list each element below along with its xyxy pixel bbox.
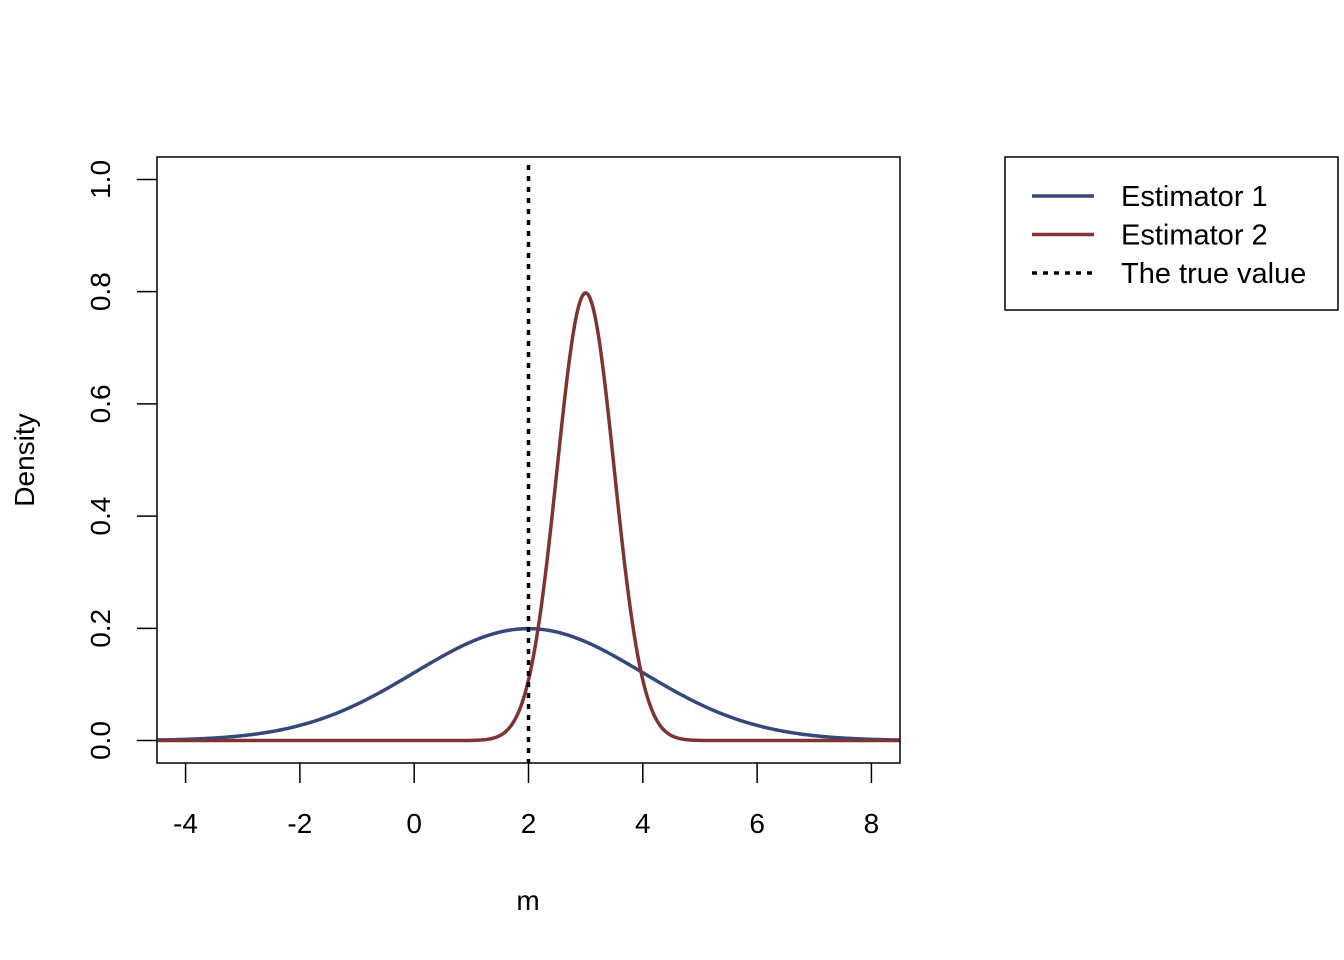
x-axis-title: m — [516, 885, 539, 916]
legend-label-3: The true value — [1121, 258, 1306, 290]
x-tick-label: 8 — [864, 808, 880, 839]
y-tick-label: 1.0 — [85, 160, 116, 199]
legend-label-1: Estimator 1 — [1121, 181, 1268, 213]
x-tick-label: 2 — [521, 808, 537, 839]
x-tick-label: 6 — [749, 808, 765, 839]
y-tick-label: 0.4 — [85, 497, 116, 536]
x-tick-label: -2 — [287, 808, 312, 839]
legend: Estimator 1 Estimator 2 The true value — [1004, 156, 1339, 311]
x-tick-label: 4 — [635, 808, 651, 839]
y-tick-label: 0.2 — [85, 609, 116, 648]
series-line-2 — [157, 290, 900, 743]
y-tick-label: 0.8 — [85, 272, 116, 311]
y-tick-label: 0.6 — [85, 384, 116, 423]
x-axis: -4 -2 0 2 4 6 8 — [173, 763, 879, 839]
x-tick-label: 0 — [406, 808, 422, 839]
x-tick-label: -4 — [173, 808, 198, 839]
y-axis-title: Density — [9, 413, 40, 506]
legend-label-2: Estimator 2 — [1121, 220, 1268, 252]
y-axis: 0.0 0.2 0.4 0.6 0.8 1.0 — [85, 160, 157, 760]
y-tick-label: 0.0 — [85, 721, 116, 760]
